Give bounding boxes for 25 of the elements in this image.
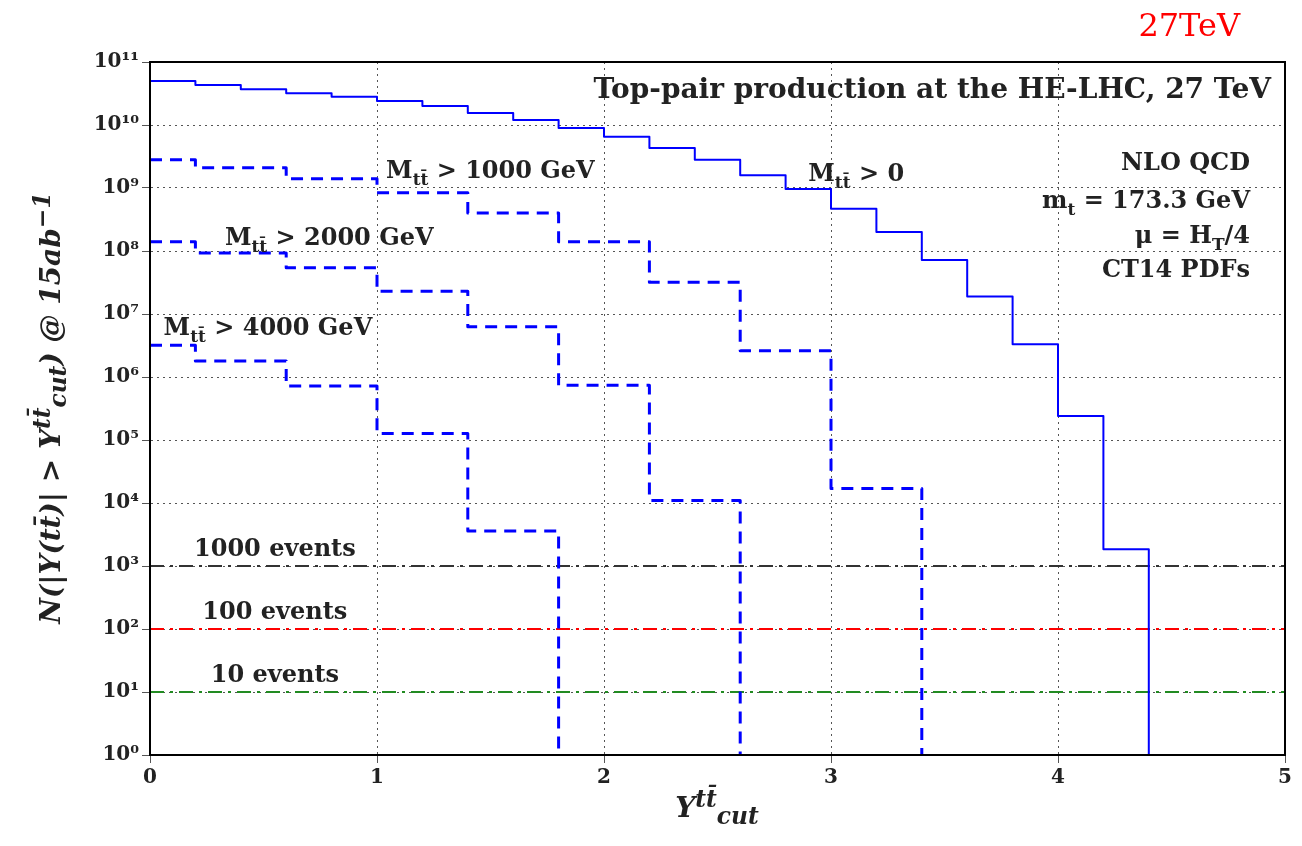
x-tick-label: 3 <box>824 764 838 789</box>
y-tick-label: 10² <box>102 615 139 640</box>
y-tick-label: 10⁵ <box>102 426 139 451</box>
x-tick-label: 2 <box>597 764 611 789</box>
annotation: NLO QCD <box>1121 147 1251 176</box>
y-tick-label: 10³ <box>102 552 139 577</box>
y-tick-label: 10¹¹ <box>93 48 139 73</box>
y-tick-label: 10⁰ <box>102 741 140 766</box>
ref-line-label: 1000 events <box>194 533 356 562</box>
chart-title: Top-pair production at the HE-LHC, 27 TeV <box>593 72 1273 105</box>
x-tick-label: 0 <box>143 764 157 789</box>
y-tick-label: 10⁸ <box>102 237 140 262</box>
ref-line-label: 100 events <box>202 596 348 625</box>
x-tick-label: 5 <box>1278 764 1292 789</box>
text: 27TeV <box>1138 6 1241 44</box>
y-tick-label: 10⁶ <box>102 363 140 388</box>
ref-line-label: 10 events <box>210 659 339 688</box>
x-tick-label: 4 <box>1051 764 1066 789</box>
x-tick-label: 1 <box>370 764 384 789</box>
y-tick-label: 10⁷ <box>102 300 139 325</box>
y-tick-label: 10¹⁰ <box>93 111 140 136</box>
y-tick-label: 10¹ <box>102 678 139 703</box>
annotation: CT14 PDFs <box>1101 254 1250 283</box>
y-tick-label: 10⁹ <box>102 174 139 199</box>
y-tick-label: 10⁴ <box>102 489 140 514</box>
